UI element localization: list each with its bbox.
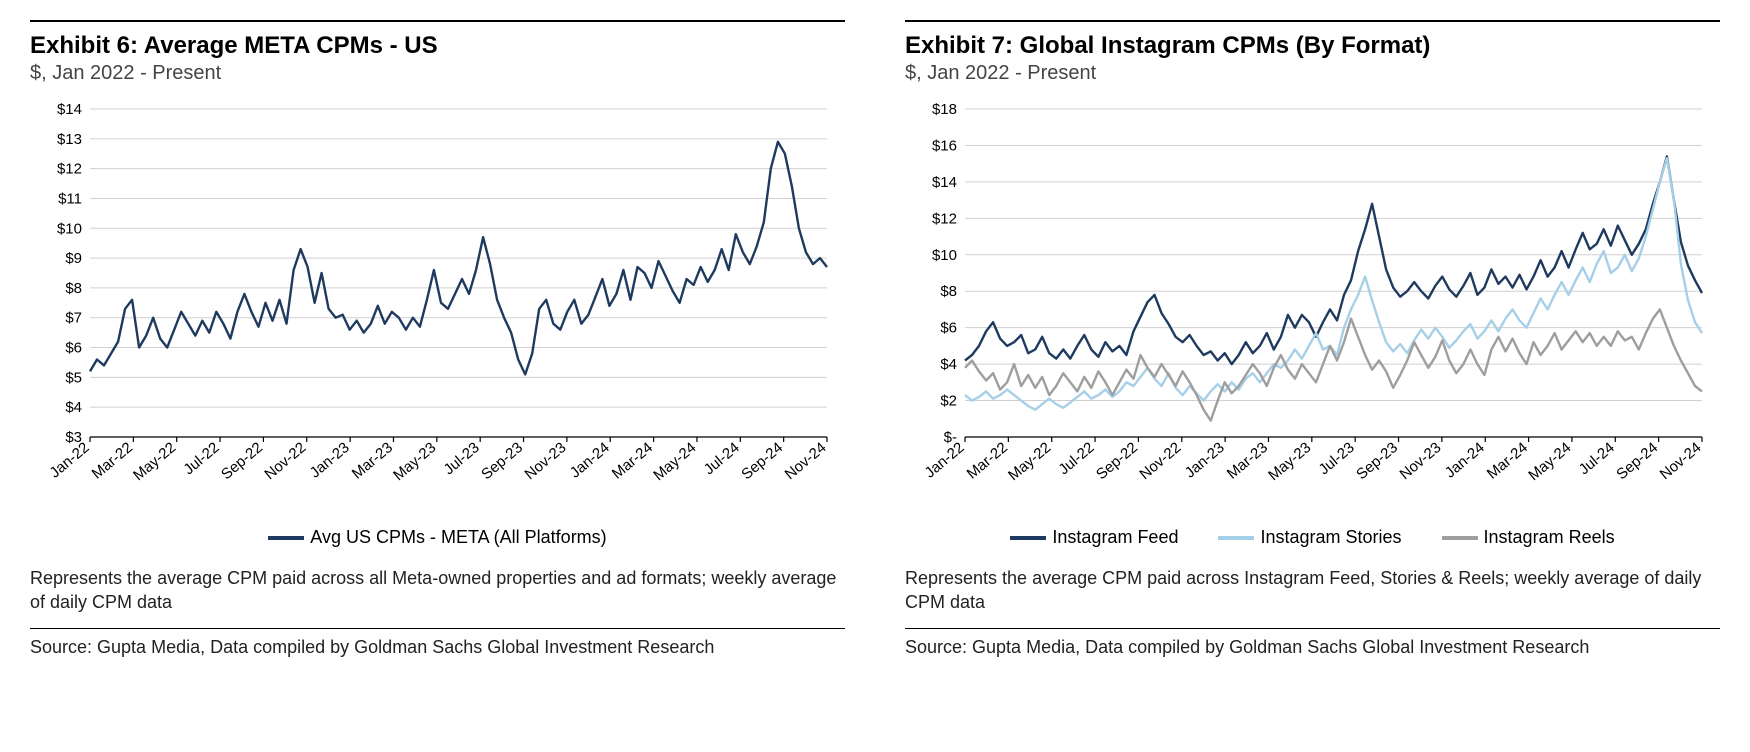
svg-text:$13: $13 bbox=[57, 131, 82, 148]
legend-right: Instagram Feed Instagram Stories Instagram… bbox=[905, 527, 1720, 548]
top-rule bbox=[905, 20, 1720, 22]
svg-text:Nov-23: Nov-23 bbox=[1396, 439, 1444, 483]
svg-text:Jul-23: Jul-23 bbox=[1316, 439, 1358, 478]
mid-rule bbox=[905, 628, 1720, 629]
left-panel: Exhibit 6: Average META CPMs - US $, Jan… bbox=[30, 20, 845, 732]
svg-text:Mar-23: Mar-23 bbox=[349, 439, 396, 483]
svg-text:Jan-24: Jan-24 bbox=[1442, 439, 1488, 482]
legend-left: Avg US CPMs - META (All Platforms) bbox=[30, 527, 845, 548]
svg-text:$10: $10 bbox=[57, 220, 82, 237]
svg-text:May-24: May-24 bbox=[1525, 439, 1574, 484]
chart-source: Source: Gupta Media, Data compiled by Go… bbox=[905, 637, 1720, 658]
exhibit-title: Exhibit 6: Average META CPMs - US bbox=[30, 32, 845, 60]
legend-item: Instagram Stories bbox=[1218, 527, 1401, 548]
legend-swatch bbox=[1218, 536, 1254, 540]
svg-text:May-24: May-24 bbox=[650, 439, 699, 484]
svg-text:May-22: May-22 bbox=[130, 439, 179, 484]
svg-text:$2: $2 bbox=[940, 393, 957, 410]
legend-item: Instagram Feed bbox=[1010, 527, 1178, 548]
chart-svg-left: $3$4$5$6$7$8$9$10$11$12$13$14Jan-22Mar-2… bbox=[30, 97, 845, 517]
svg-text:$10: $10 bbox=[932, 247, 957, 264]
svg-text:Jan-23: Jan-23 bbox=[307, 439, 353, 482]
svg-text:Jul-24: Jul-24 bbox=[1576, 439, 1618, 478]
svg-text:Nov-23: Nov-23 bbox=[521, 439, 569, 483]
chart-source: Source: Gupta Media, Data compiled by Go… bbox=[30, 637, 845, 658]
svg-text:$5: $5 bbox=[65, 369, 82, 386]
chart-area-left: $3$4$5$6$7$8$9$10$11$12$13$14Jan-22Mar-2… bbox=[30, 97, 845, 517]
svg-text:$11: $11 bbox=[58, 190, 82, 207]
svg-text:$4: $4 bbox=[940, 356, 957, 373]
svg-text:$8: $8 bbox=[65, 280, 82, 297]
legend-swatch bbox=[1442, 536, 1478, 540]
svg-text:$12: $12 bbox=[57, 161, 82, 178]
svg-text:Jul-24: Jul-24 bbox=[701, 439, 743, 478]
svg-text:May-23: May-23 bbox=[390, 439, 439, 484]
svg-text:Mar-24: Mar-24 bbox=[609, 439, 656, 483]
legend-item: Instagram Reels bbox=[1442, 527, 1615, 548]
legend-label: Instagram Stories bbox=[1260, 527, 1401, 548]
svg-text:Sep-22: Sep-22 bbox=[1093, 439, 1141, 483]
svg-text:Mar-22: Mar-22 bbox=[964, 439, 1011, 483]
series-line bbox=[965, 156, 1702, 364]
svg-text:$12: $12 bbox=[932, 210, 957, 227]
chart-caption: Represents the average CPM paid across a… bbox=[30, 566, 845, 616]
svg-text:Sep-24: Sep-24 bbox=[1613, 439, 1661, 483]
svg-text:$18: $18 bbox=[932, 101, 957, 118]
exhibit-subtitle: $, Jan 2022 - Present bbox=[30, 62, 845, 85]
svg-text:Nov-22: Nov-22 bbox=[261, 439, 309, 483]
chart-svg-right: $-$2$4$6$8$10$12$14$16$18Jan-22Mar-22May… bbox=[905, 97, 1720, 517]
svg-text:May-23: May-23 bbox=[1265, 439, 1314, 484]
svg-text:Sep-24: Sep-24 bbox=[738, 439, 786, 483]
svg-text:$6: $6 bbox=[65, 340, 82, 357]
legend-swatch bbox=[1010, 536, 1046, 540]
legend-swatch bbox=[268, 536, 304, 540]
svg-text:$7: $7 bbox=[65, 310, 82, 327]
svg-text:$8: $8 bbox=[940, 283, 957, 300]
svg-text:Sep-23: Sep-23 bbox=[478, 439, 526, 483]
svg-text:Sep-23: Sep-23 bbox=[1353, 439, 1401, 483]
svg-text:Jul-23: Jul-23 bbox=[441, 439, 483, 478]
svg-text:$16: $16 bbox=[932, 137, 957, 154]
chart-caption: Represents the average CPM paid across I… bbox=[905, 566, 1720, 616]
chart-area-right: $-$2$4$6$8$10$12$14$16$18Jan-22Mar-22May… bbox=[905, 97, 1720, 517]
svg-text:May-22: May-22 bbox=[1005, 439, 1054, 484]
svg-text:Mar-24: Mar-24 bbox=[1484, 439, 1531, 483]
exhibit-subtitle: $, Jan 2022 - Present bbox=[905, 62, 1720, 85]
series-line bbox=[965, 158, 1702, 410]
top-rule bbox=[30, 20, 845, 22]
exhibit-title: Exhibit 7: Global Instagram CPMs (By For… bbox=[905, 32, 1720, 60]
svg-text:$6: $6 bbox=[940, 320, 957, 337]
mid-rule bbox=[30, 628, 845, 629]
svg-text:$4: $4 bbox=[65, 399, 82, 416]
legend-item: Avg US CPMs - META (All Platforms) bbox=[268, 527, 606, 548]
svg-text:$9: $9 bbox=[65, 250, 82, 267]
svg-text:Nov-24: Nov-24 bbox=[782, 439, 830, 483]
svg-text:$14: $14 bbox=[932, 174, 957, 191]
svg-text:$14: $14 bbox=[57, 101, 82, 118]
svg-text:Jan-23: Jan-23 bbox=[1182, 439, 1228, 482]
right-panel: Exhibit 7: Global Instagram CPMs (By For… bbox=[905, 20, 1720, 732]
legend-label: Instagram Reels bbox=[1484, 527, 1615, 548]
svg-text:Nov-24: Nov-24 bbox=[1657, 439, 1705, 483]
svg-text:Nov-22: Nov-22 bbox=[1136, 439, 1184, 483]
svg-text:Sep-22: Sep-22 bbox=[218, 439, 266, 483]
svg-text:Jan-24: Jan-24 bbox=[567, 439, 613, 482]
legend-label: Instagram Feed bbox=[1052, 527, 1178, 548]
svg-text:Mar-22: Mar-22 bbox=[89, 439, 136, 483]
series-line bbox=[965, 309, 1702, 420]
svg-text:Mar-23: Mar-23 bbox=[1224, 439, 1271, 483]
svg-text:Jul-22: Jul-22 bbox=[180, 439, 222, 478]
svg-text:Jul-22: Jul-22 bbox=[1055, 439, 1097, 478]
legend-label: Avg US CPMs - META (All Platforms) bbox=[310, 527, 606, 548]
